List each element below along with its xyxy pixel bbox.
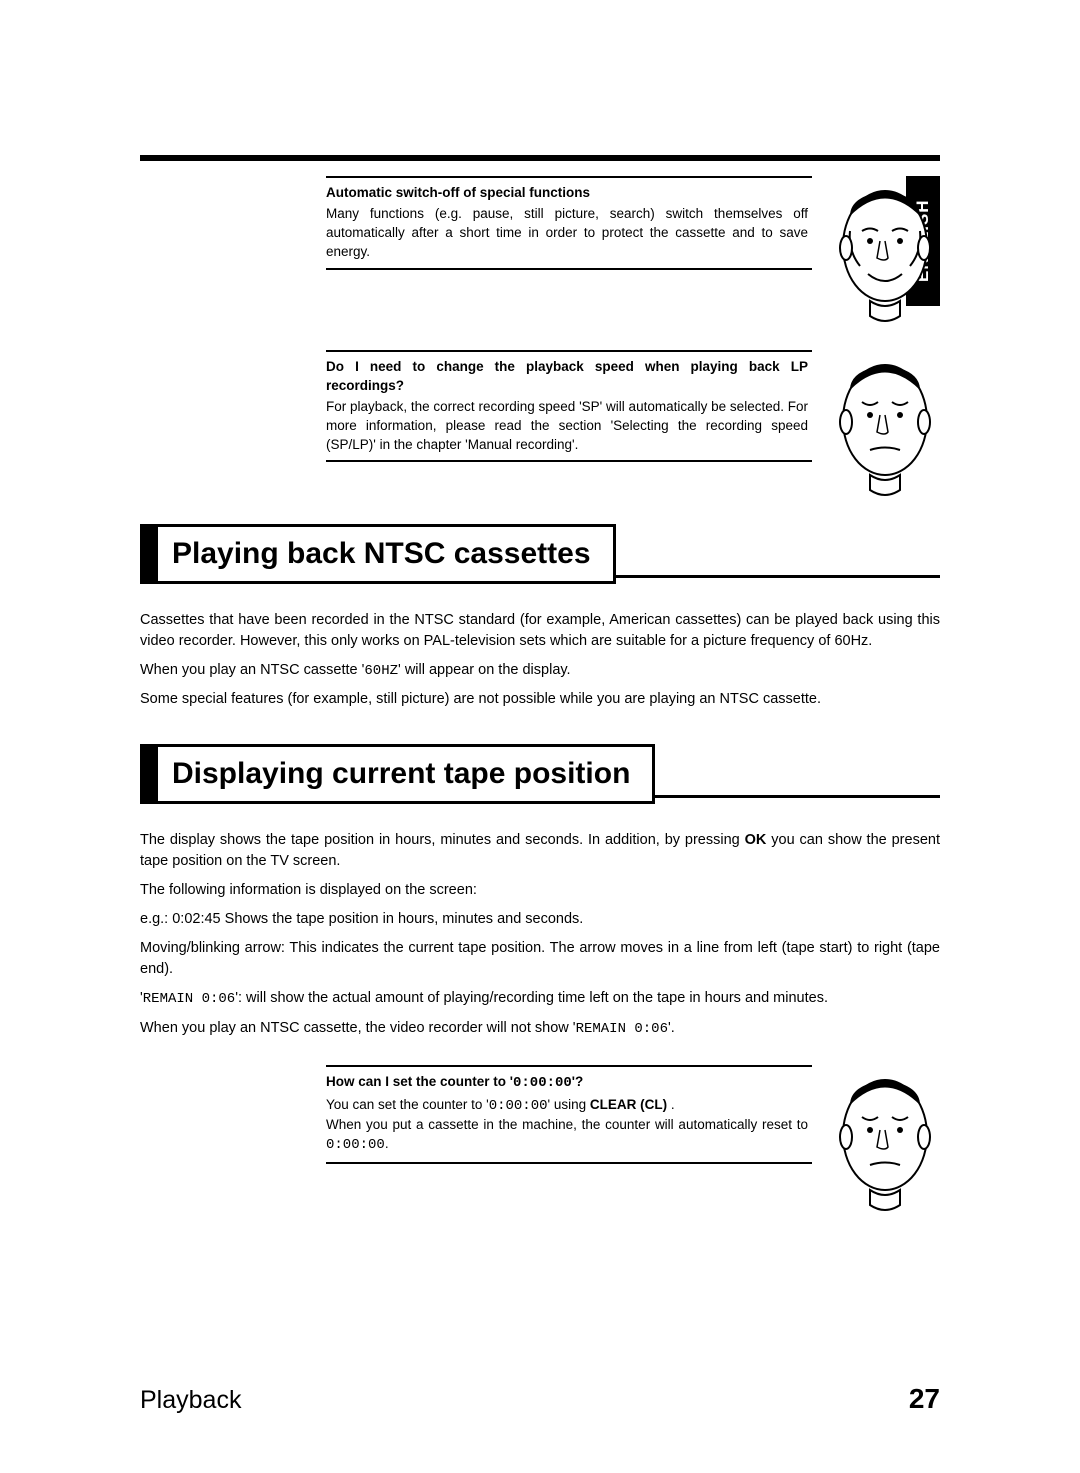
tip1-title: Automatic switch-off of special function… <box>326 184 808 203</box>
tip3-line1: You can set the counter to '0:00:00' usi… <box>326 1096 808 1117</box>
footer-section: Playback <box>140 1386 241 1415</box>
section2-p4: Moving/blinking arrow: This indicates th… <box>140 938 940 980</box>
content: Automatic switch-off of special function… <box>140 176 940 1239</box>
section2-p3: e.g.: 0:02:45 Shows the tape position in… <box>140 909 940 930</box>
section2-p2: The following information is displayed o… <box>140 880 940 901</box>
section-header-ntsc: Playing back NTSC cassettes <box>140 524 940 584</box>
section1-title: Playing back NTSC cassettes <box>158 524 616 584</box>
tip-row-3: How can I set the counter to '0:00:00'? … <box>140 1065 940 1215</box>
face-icon <box>830 1065 940 1215</box>
tip1-body: Many functions (e.g. pause, still pictur… <box>326 205 808 262</box>
section1-p2: When you play an NTSC cassette '60HZ' wi… <box>140 660 940 681</box>
section-header-tape-pos: Displaying current tape position <box>140 744 940 804</box>
section2-p5: 'REMAIN 0:06': will show the actual amou… <box>140 988 940 1009</box>
top-rule <box>140 155 940 161</box>
tip2-title: Do I need to change the playback speed w… <box>326 358 808 396</box>
face-icon <box>830 350 940 500</box>
tip3-line2: When you put a cassette in the machine, … <box>326 1116 808 1155</box>
face-icon <box>830 176 940 326</box>
tip2-body: For playback, the correct recording spee… <box>326 398 808 455</box>
section1-p1: Cassettes that have been recorded in the… <box>140 610 940 652</box>
tip-box-auto-switch-off: Automatic switch-off of special function… <box>326 176 812 270</box>
tip-row-2: Do I need to change the playback speed w… <box>140 350 940 500</box>
section1-p3: Some special features (for example, stil… <box>140 689 940 710</box>
section2-p1: The display shows the tape position in h… <box>140 830 940 872</box>
tip3-title: How can I set the counter to '0:00:00'? <box>326 1073 808 1094</box>
tip-row-1: Automatic switch-off of special function… <box>140 176 940 326</box>
section2-p6: When you play an NTSC cassette, the vide… <box>140 1018 940 1039</box>
tip-box-counter-reset: How can I set the counter to '0:00:00'? … <box>326 1065 812 1164</box>
tip-box-lp-speed: Do I need to change the playback speed w… <box>326 350 812 462</box>
section2-title: Displaying current tape position <box>158 744 655 804</box>
footer-page: 27 <box>909 1383 940 1415</box>
